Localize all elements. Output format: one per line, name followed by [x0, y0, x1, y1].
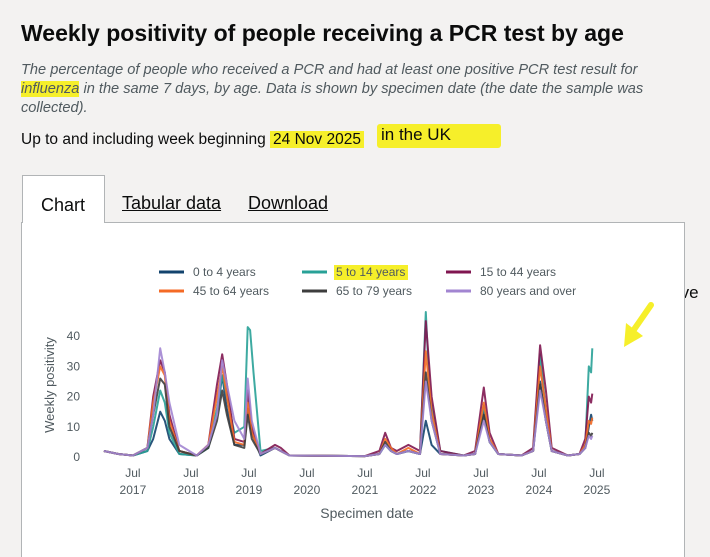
x-tick-year: 2019 — [236, 483, 263, 497]
upto-line: Up to and including week beginning 24 No… — [21, 131, 364, 149]
x-tick-month: Jul — [299, 466, 314, 480]
legend-label-5-to-14-years: 5 to 14 years — [336, 265, 405, 279]
x-tick-month: Jul — [183, 466, 198, 480]
x-tick-month: Jul — [415, 466, 430, 480]
tab-chart[interactable]: Chart — [22, 175, 105, 223]
y-tick-label: 10 — [67, 420, 81, 434]
tab-tabular-data[interactable]: Tabular data — [122, 193, 222, 213]
annotation-arrow — [630, 302, 654, 334]
annotation-arrowhead — [624, 323, 643, 347]
series-line-80-years-and-over — [103, 347, 594, 458]
upto-date: 24 Nov 2025 — [270, 131, 364, 148]
x-tick-month: Jul — [531, 466, 546, 480]
y-tick-label: 40 — [67, 329, 81, 343]
description-part2: in the same 7 days, by age. Data is show… — [21, 81, 644, 116]
chart-description: The percentage of people who received a … — [21, 61, 681, 118]
tab-download[interactable]: Download — [248, 193, 329, 213]
x-tick-year: 2020 — [294, 483, 321, 497]
x-tick-month: Jul — [125, 466, 140, 480]
y-tick-label: 30 — [67, 359, 81, 373]
legend-label-0-to-4-years: 0 to 4 years — [193, 265, 256, 279]
x-tick-year: 2022 — [410, 483, 437, 497]
y-tick-label: 20 — [67, 390, 81, 404]
x-tick-year: 2018 — [178, 483, 205, 497]
x-tick-year: 2023 — [468, 483, 495, 497]
description-part1: The percentage of people who received a … — [21, 62, 638, 78]
x-tick-month: Jul — [589, 466, 604, 480]
x-tick-year: 2024 — [526, 483, 553, 497]
legend-label-80-years-and-over: 80 years and over — [480, 284, 576, 298]
y-tick-label: 0 — [73, 450, 80, 464]
legend-highlight-5-to-14-years — [334, 265, 408, 280]
legend-label-45-to-64-years: 45 to 64 years — [193, 284, 269, 298]
x-axis-label: Specimen date — [320, 505, 414, 521]
x-tick-year: 2021 — [352, 483, 379, 497]
legend-label-15-to-44-years: 15 to 44 years — [480, 265, 556, 279]
annotation-in-the-uk: in the UK — [377, 124, 501, 148]
x-tick-month: Jul — [473, 466, 488, 480]
upto-prefix: Up to and including week beginning — [21, 131, 271, 148]
x-tick-year: 2025 — [584, 483, 611, 497]
x-tick-year: 2017 — [120, 483, 147, 497]
page-title: Weekly positivity of people receiving a … — [21, 20, 624, 46]
x-tick-month: Jul — [241, 466, 256, 480]
y-axis-label: Weekly positivity — [42, 337, 57, 433]
series-line-65-to-79-years — [103, 371, 594, 458]
x-tick-month: Jul — [357, 466, 372, 480]
highlight-influenza: influenza — [21, 81, 80, 97]
legend-label-65-to-79-years: 65 to 79 years — [336, 284, 412, 298]
